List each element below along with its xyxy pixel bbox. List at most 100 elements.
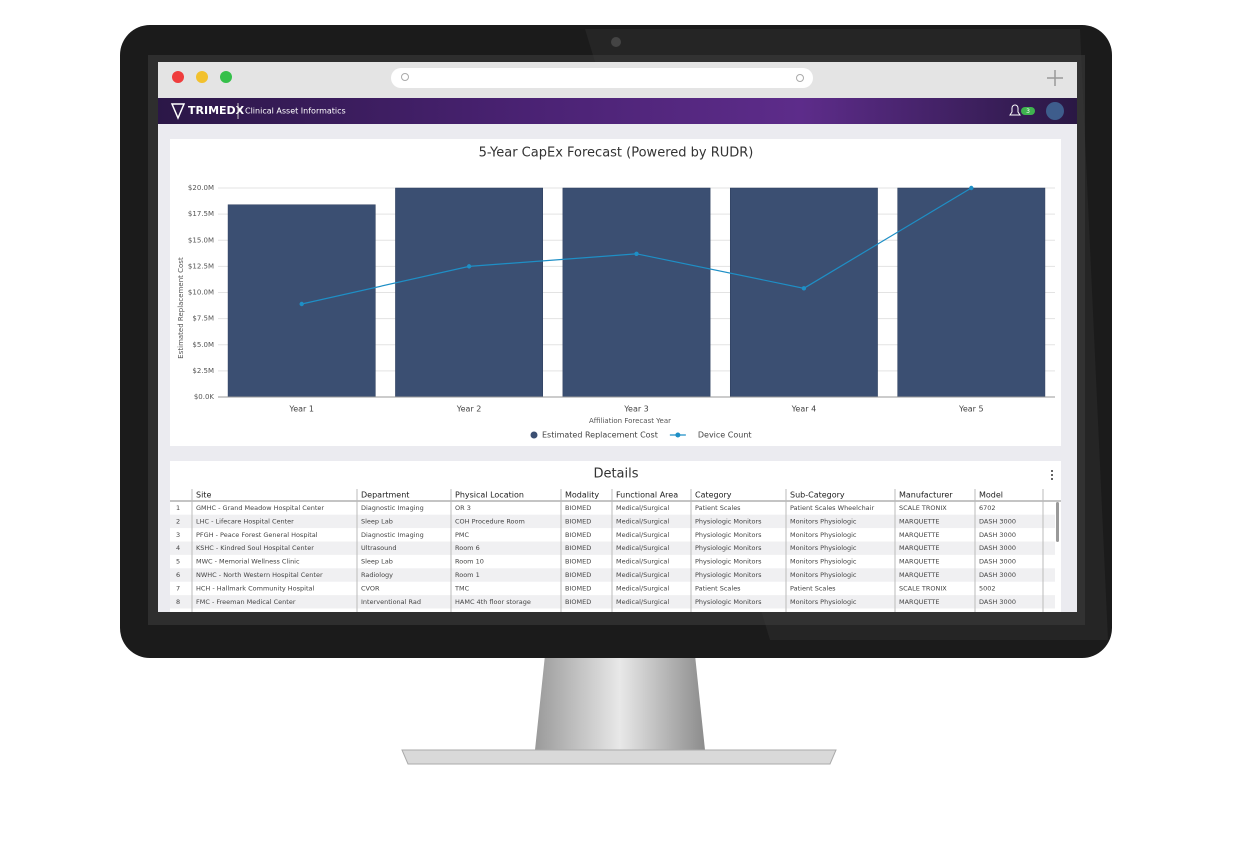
table-cell: Patient Scales xyxy=(695,504,741,512)
user-avatar[interactable] xyxy=(1046,102,1064,120)
table-cell: Physiologic Monitors xyxy=(695,571,762,579)
reload-icon[interactable] xyxy=(796,74,804,82)
legend-label[interactable]: Estimated Replacement Cost xyxy=(542,431,658,440)
table-cell: BIOMED xyxy=(565,571,591,579)
chart-title: 5-Year CapEx Forecast (Powered by RUDR) xyxy=(479,146,754,161)
x-tick-label: Year 3 xyxy=(623,405,649,414)
legend-swatch xyxy=(530,431,538,439)
table-cell: Diagnostic Imaging xyxy=(361,504,424,512)
address-bar[interactable] xyxy=(391,68,813,88)
y-tick-label: $7.5M xyxy=(192,315,214,323)
table-cell: Monitors Physiologic xyxy=(790,517,857,525)
table-cell: Ultrasound xyxy=(361,544,397,552)
table-cell: SCALE TRONIX xyxy=(899,584,947,592)
table-cell: 5002 xyxy=(979,584,996,592)
table-cell: LHC - Lifecare Hospital Center xyxy=(196,517,294,525)
more-menu[interactable] xyxy=(1051,470,1053,480)
column-header: Site xyxy=(196,491,211,500)
table-cell: NWHC - North Western Hospital Center xyxy=(196,571,323,579)
stand-neck xyxy=(535,655,705,750)
maximize-button[interactable] xyxy=(220,71,232,83)
table-scrollbar[interactable] xyxy=(1056,502,1059,542)
table-cell: DASH 3000 xyxy=(979,558,1016,566)
table-cell: SCALE TRONIX xyxy=(899,504,947,512)
table-cell: MARQUETTE xyxy=(899,558,940,566)
table-cell: MARQUETTE xyxy=(899,571,940,579)
table-cell: Physiologic Monitors xyxy=(695,544,762,552)
bar xyxy=(227,204,376,398)
y-tick-label: $5.0M xyxy=(192,341,214,349)
table-cell: Monitors Physiologic xyxy=(790,531,857,539)
table-cell: FMC - Freeman Medical Center xyxy=(196,598,296,606)
table-cell: Room 1 xyxy=(455,571,480,579)
y-tick-label: $2.5M xyxy=(192,367,214,375)
legend-label[interactable]: Device Count xyxy=(698,431,752,440)
table-cell: DASH 3000 xyxy=(979,571,1016,579)
row-number: 3 xyxy=(176,531,180,539)
line-point xyxy=(634,251,639,257)
table-cell: KSHC - Kindred Soul Hospital Center xyxy=(196,544,314,552)
table-cell: Monitors Physiologic xyxy=(790,598,857,606)
table-cell: Interventional Rad xyxy=(361,598,421,606)
table-cell: DASH 3000 xyxy=(979,544,1016,552)
table-cell: Room 10 xyxy=(455,558,484,566)
table-cell: Sleep Lab xyxy=(361,517,393,525)
x-tick-label: Year 2 xyxy=(456,405,482,414)
bar xyxy=(729,187,878,398)
table-cell: MARQUETTE xyxy=(899,531,940,539)
table-cell: Physiologic Monitors xyxy=(695,517,762,525)
table-cell: Medical/Surgical xyxy=(616,584,669,592)
y-tick-label: $12.5M xyxy=(188,262,214,270)
y-tick-label: $17.5M xyxy=(188,210,214,218)
table-cell: BIOMED xyxy=(565,517,591,525)
table-cell: Monitors Physiologic xyxy=(790,571,857,579)
table-cell: 6702 xyxy=(979,504,996,512)
search-icon xyxy=(401,73,409,81)
line-point xyxy=(801,286,807,291)
table-cell: HAMC 4th floor storage xyxy=(455,598,531,606)
row-number: 6 xyxy=(176,571,180,579)
table-cell: OR 3 xyxy=(455,504,471,512)
table-cell: Patient Scales xyxy=(790,584,836,592)
table-cell: COH Procedure Room xyxy=(455,517,525,525)
details-title: Details xyxy=(593,467,638,482)
table-cell: Medical/Surgical xyxy=(616,504,669,512)
camera xyxy=(611,37,621,47)
table-cell: PMC xyxy=(455,531,470,539)
table-cell: DASH 3000 xyxy=(979,517,1016,525)
table-cell: Patient Scales Wheelchair xyxy=(790,504,874,512)
app-header xyxy=(158,98,1077,124)
bell-icon[interactable] xyxy=(1009,104,1021,116)
column-header: Physical Location xyxy=(455,491,524,500)
y-tick-label: $20.0M xyxy=(188,184,214,192)
stand-base xyxy=(401,749,837,765)
table-cell: DASH 3000 xyxy=(979,598,1016,606)
table-cell: GMHC - Grand Meadow Hospital Center xyxy=(196,504,324,512)
column-header: Model xyxy=(979,491,1003,500)
table-cell: Monitors Physiologic xyxy=(790,558,857,566)
table-cell: BIOMED xyxy=(565,584,591,592)
table-cell: Medical/Surgical xyxy=(616,544,669,552)
close-button[interactable] xyxy=(172,71,184,83)
table-cell: BIOMED xyxy=(565,531,591,539)
table-cell: CVOR xyxy=(361,584,380,592)
section-name: Clinical Asset Informatics xyxy=(245,107,346,116)
table-cell: Monitors Physiologic xyxy=(790,544,857,552)
table-cell: Medical/Surgical xyxy=(616,598,669,606)
new-tab-button[interactable] xyxy=(1047,70,1063,86)
x-tick-label: Year 4 xyxy=(791,405,817,414)
y-tick-label: $10.0M xyxy=(188,289,214,297)
table-cell: BIOMED xyxy=(565,598,591,606)
table-cell: Medical/Surgical xyxy=(616,571,669,579)
table-cell: MARQUETTE xyxy=(899,517,940,525)
x-tick-label: Year 1 xyxy=(288,405,314,414)
minimize-button[interactable] xyxy=(196,71,208,83)
table-cell: Medical/Surgical xyxy=(616,531,669,539)
table-cell: Diagnostic Imaging xyxy=(361,531,424,539)
table-cell: TMC xyxy=(454,584,470,592)
row-number: 7 xyxy=(176,584,180,592)
table-cell: Medical/Surgical xyxy=(616,558,669,566)
y-tick-label: $0.0K xyxy=(194,393,215,401)
